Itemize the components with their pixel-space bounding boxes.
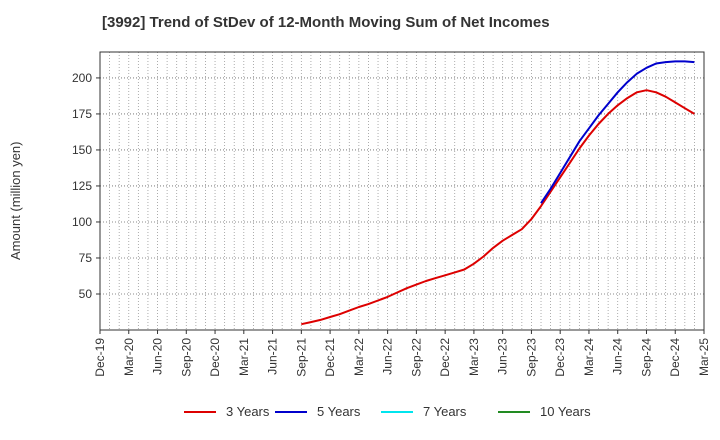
y-tick-label: 150 [72,143,92,157]
x-tick-label: Jun-23 [496,338,510,375]
legend-swatch [498,410,530,413]
y-tick-label: 175 [72,107,92,121]
x-tick-label: Dec-21 [323,338,337,377]
y-tick-label: 75 [79,251,93,265]
legend-swatch [184,410,216,413]
legend-item: 5 Years [275,404,360,419]
x-tick-label: Mar-24 [582,338,596,376]
x-tick-label: Sep-20 [179,338,193,377]
x-tick-label: Dec-20 [208,338,222,377]
legend-swatch [381,410,413,413]
x-tick-label: Sep-21 [294,338,308,377]
x-tick-label: Jun-20 [151,338,165,375]
x-tick-label: Sep-24 [639,338,653,377]
x-tick-label: Dec-24 [668,338,682,377]
x-tick-label: Jun-21 [266,338,280,375]
legend-swatch [275,410,307,413]
x-tick-label: Sep-23 [524,338,538,377]
legend-label: 7 Years [423,404,467,419]
legend-label: 10 Years [540,404,591,419]
x-tick-label: Jun-24 [611,338,625,375]
plot-frame [99,51,705,331]
y-tick-label: 100 [72,215,92,229]
legend-item: 3 Years [184,404,269,419]
legend-label: 5 Years [317,404,361,419]
y-tick-label: 200 [72,71,92,85]
x-tick-label: Sep-22 [409,338,423,377]
x-tick-label: Mar-23 [467,338,481,376]
x-tick-label: Dec-23 [553,338,567,377]
legend-item: 7 Years [381,404,466,419]
x-tick-label: Dec-19 [93,338,107,377]
legend-item: 10 Years [498,404,591,419]
x-tick-label: Dec-22 [438,338,452,377]
legend-label: 3 Years [226,404,270,419]
series-line-3-years [301,89,695,326]
chart-title: [3992] Trend of StDev of 12-Month Moving… [102,14,550,31]
x-tick-label: Mar-20 [122,338,136,376]
plot-area [100,52,704,330]
series-line-5-years [540,60,695,204]
y-tick-label: 125 [72,179,92,193]
x-tick-label: Mar-21 [237,338,251,376]
y-tick-label: 50 [79,287,93,301]
x-tick-label: Mar-25 [697,338,711,376]
legend: 3 Years 5 Years 7 Years 10 Years [0,404,720,426]
x-tick-label: Mar-22 [352,338,366,376]
x-tick-label: Jun-22 [381,338,395,375]
